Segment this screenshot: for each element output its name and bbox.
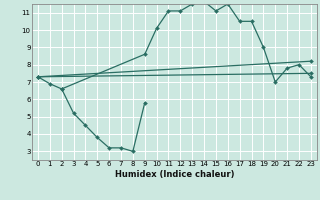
X-axis label: Humidex (Indice chaleur): Humidex (Indice chaleur) (115, 170, 234, 179)
